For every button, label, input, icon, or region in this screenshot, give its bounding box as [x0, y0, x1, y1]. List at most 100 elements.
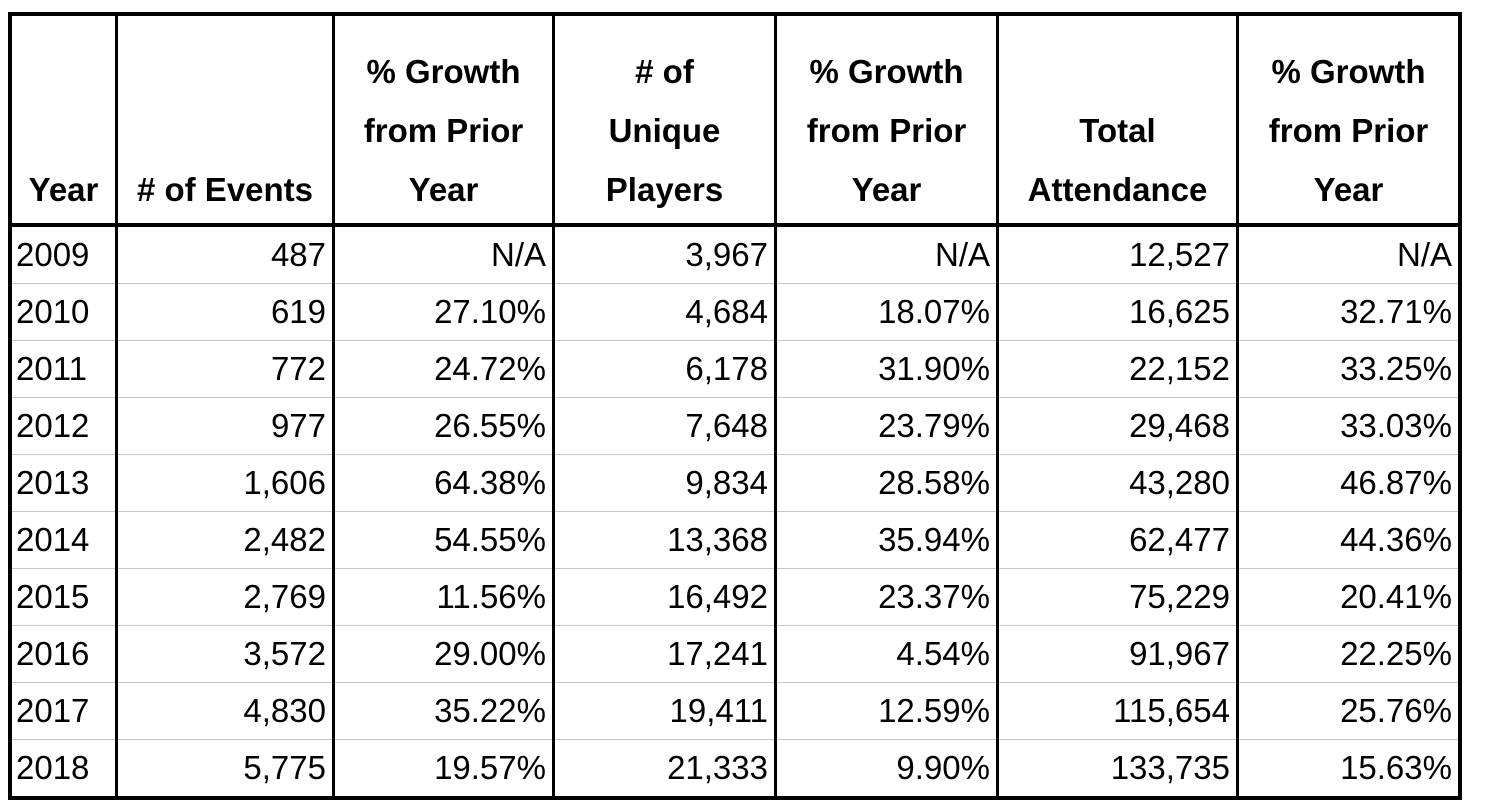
table-cell: 54.55%: [332, 511, 555, 569]
table-cell: 11.56%: [332, 568, 555, 626]
table-cell: 33.03%: [1236, 397, 1462, 455]
table-cell: 133,735: [996, 739, 1239, 798]
column-header-line: from Prior: [1268, 112, 1429, 149]
table-cell: 35.94%: [774, 511, 999, 569]
table-cell: 115,654: [996, 682, 1239, 740]
table-cell: 4,830: [115, 682, 335, 740]
table-row: 2011 772 24.72% 6,178 31.90% 22,152 33.25%: [8, 340, 1462, 398]
table-row: 2012 977 26.55% 7,648 23.79% 29,468 33.03%: [8, 397, 1462, 455]
table-cell: 23.79%: [774, 397, 999, 455]
column-header-line: from Prior: [806, 112, 967, 149]
table-row: 2017 4,830 35.22% 19,411 12.59% 115,654 25.76%: [8, 682, 1462, 740]
column-header-line: # of: [635, 53, 694, 90]
column-header-line: Attendance: [1027, 171, 1208, 208]
table-row: 2013 1,606 64.38% 9,834 28.58% 43,280 46.87%: [8, 454, 1462, 512]
table-cell: 46.87%: [1236, 454, 1462, 512]
table-row: 2014 2,482 54.55% 13,368 35.94% 62,477 44.36%: [8, 511, 1462, 569]
table-cell: 15.63%: [1236, 739, 1462, 798]
table-cell: 44.36%: [1236, 511, 1462, 569]
table-cell: 3,572: [115, 625, 335, 683]
table-cell: 16,625: [996, 283, 1239, 341]
table-cell: 3,967: [552, 225, 777, 284]
table-cell: 19,411: [552, 682, 777, 740]
table-cell: 619: [115, 283, 335, 341]
table-cell: 977: [115, 397, 335, 455]
year-cell: 2014: [8, 511, 118, 569]
table-cell: 4.54%: [774, 625, 999, 683]
table-cell: 13,368: [552, 511, 777, 569]
table-cell: 17,241: [552, 625, 777, 683]
table-row: 2009 487 N/A 3,967 N/A 12,527 N/A: [8, 225, 1462, 284]
year-cell: 2010: [8, 283, 118, 341]
column-header-line: from Prior: [363, 112, 524, 149]
column-header-line: Unique: [608, 112, 721, 149]
table-cell: 21,333: [552, 739, 777, 798]
year-cell: 2018: [8, 739, 118, 798]
table-cell: N/A: [774, 225, 999, 284]
column-header-line: Players: [605, 171, 724, 208]
year-cell: 2011: [8, 340, 118, 398]
table-cell: 43,280: [996, 454, 1239, 512]
table-cell: 23.37%: [774, 568, 999, 626]
column-header-line: Year: [408, 171, 479, 208]
table-cell: 31.90%: [774, 340, 999, 398]
stats-table: Year # of Events % Growth from Prior Year # o…: [8, 12, 1462, 800]
table-cell: 91,967: [996, 625, 1239, 683]
year-cell: 2009: [8, 225, 118, 284]
table-cell: 75,229: [996, 568, 1239, 626]
table-cell: 19.57%: [332, 739, 555, 798]
column-header-line: Year: [28, 171, 99, 208]
table-cell: 20.41%: [1236, 568, 1462, 626]
column-header-line: Total: [1079, 112, 1156, 149]
column-header-line: % Growth: [809, 53, 964, 90]
table-cell: 24.72%: [332, 340, 555, 398]
table-cell: 25.76%: [1236, 682, 1462, 740]
table-cell: 27.10%: [332, 283, 555, 341]
table-cell: 33.25%: [1236, 340, 1462, 398]
table-row: 2015 2,769 11.56% 16,492 23.37% 75,229 20.41%: [8, 568, 1462, 626]
year-cell: 2017: [8, 682, 118, 740]
table-cell: 28.58%: [774, 454, 999, 512]
table-cell: 9.90%: [774, 739, 999, 798]
table-cell: 22.25%: [1236, 625, 1462, 683]
table-cell: 4,684: [552, 283, 777, 341]
table-cell: 2,769: [115, 568, 335, 626]
column-header: # of Events: [115, 14, 335, 227]
column-header: Total Attendance: [996, 14, 1239, 227]
table-cell: 772: [115, 340, 335, 398]
table-cell: 9,834: [552, 454, 777, 512]
table-cell: 2,482: [115, 511, 335, 569]
column-header-line: % Growth: [1271, 53, 1426, 90]
table-cell: 32.71%: [1236, 283, 1462, 341]
table-row: 2018 5,775 19.57% 21,333 9.90% 133,735 15.63%: [8, 739, 1462, 798]
table-cell: 35.22%: [332, 682, 555, 740]
column-header-line: Year: [1313, 171, 1384, 208]
table-cell: 6,178: [552, 340, 777, 398]
table-cell: 29,468: [996, 397, 1239, 455]
year-cell: 2016: [8, 625, 118, 683]
table-cell: 22,152: [996, 340, 1239, 398]
column-header-line: Year: [851, 171, 922, 208]
table-cell: 5,775: [115, 739, 335, 798]
table-cell: 18.07%: [774, 283, 999, 341]
table-cell: 64.38%: [332, 454, 555, 512]
column-header: # of Unique Players: [552, 14, 777, 227]
table-cell: 26.55%: [332, 397, 555, 455]
header-row: Year # of Events % Growth from Prior Year # o…: [8, 14, 1462, 227]
table-cell: 12.59%: [774, 682, 999, 740]
column-header-line: # of Events: [136, 171, 314, 208]
table-cell: 7,648: [552, 397, 777, 455]
column-header: % Growth from Prior Year: [1236, 14, 1462, 227]
table-cell: 487: [115, 225, 335, 284]
table-cell: 1,606: [115, 454, 335, 512]
table-cell: N/A: [332, 225, 555, 284]
year-cell: 2013: [8, 454, 118, 512]
column-header: % Growth from Prior Year: [332, 14, 555, 227]
table-row: 2016 3,572 29.00% 17,241 4.54% 91,967 22.25%: [8, 625, 1462, 683]
column-header: % Growth from Prior Year: [774, 14, 999, 227]
table-cell: 29.00%: [332, 625, 555, 683]
year-cell: 2012: [8, 397, 118, 455]
table-cell: 12,527: [996, 225, 1239, 284]
table-cell: 62,477: [996, 511, 1239, 569]
column-header-line: % Growth: [366, 53, 521, 90]
